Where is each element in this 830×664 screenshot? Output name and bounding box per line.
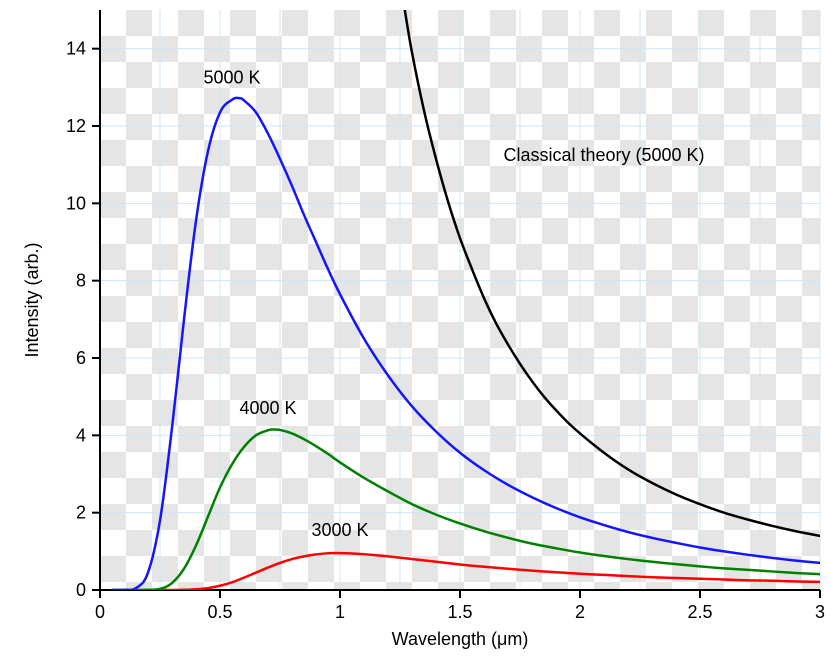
chart-svg: 0 0.5 1 1.5 2 2.5 3 0 2 4 6 8 10 12 14 Wavelength (μm) I…: [0, 0, 830, 664]
blackbody-chart: 0 0.5 1 1.5 2 2.5 3 0 2 4 6 8 10 12 14 Wavelength (μm) I…: [0, 0, 830, 664]
y-tick-label: 12: [66, 116, 86, 136]
curve-label-classical: Classical theory (5000 K): [503, 145, 704, 165]
x-tick-label: 2: [575, 602, 585, 622]
x-axis-title: Wavelength (μm): [392, 629, 529, 649]
x-tick-label: 0.5: [207, 602, 232, 622]
x-tick-label: 1: [335, 602, 345, 622]
y-tick-label: 6: [76, 348, 86, 368]
y-tick-label: 10: [66, 193, 86, 213]
x-tick-label: 2.5: [687, 602, 712, 622]
y-tick-label: 0: [76, 580, 86, 600]
y-axis-title: Intensity (arb.): [22, 242, 42, 357]
x-tick-label: 3: [815, 602, 825, 622]
y-tick-label: 4: [76, 425, 86, 445]
curve-label-k4000: 4000 K: [239, 398, 296, 418]
y-tick-label: 14: [66, 39, 86, 59]
y-tick-label: 2: [76, 503, 86, 523]
y-tick-label: 8: [76, 271, 86, 291]
x-tick-label: 0: [95, 602, 105, 622]
x-tick-label: 1.5: [447, 602, 472, 622]
curve-label-k5000: 5000 K: [203, 67, 260, 87]
curve-label-k3000: 3000 K: [311, 520, 368, 540]
